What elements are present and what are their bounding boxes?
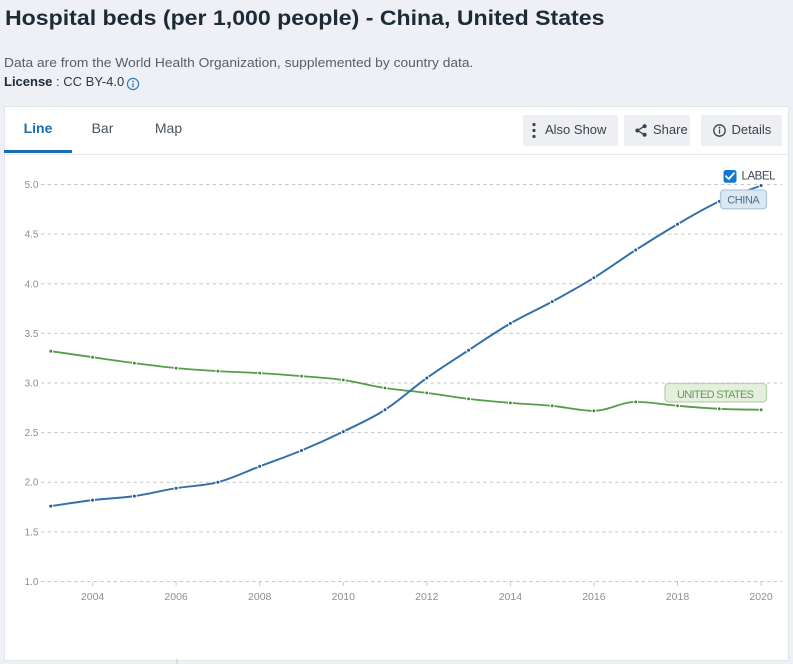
svg-text:3.5: 3.5 — [25, 329, 39, 340]
svg-text:2004: 2004 — [81, 591, 105, 603]
svg-text:LABEL: LABEL — [742, 170, 777, 182]
svg-text:5.0: 5.0 — [25, 180, 39, 191]
svg-text:1.0: 1.0 — [25, 577, 39, 588]
svg-text:2012: 2012 — [415, 591, 439, 603]
svg-text:4.0: 4.0 — [25, 279, 39, 290]
svg-text:2010: 2010 — [332, 591, 356, 603]
svg-text:2014: 2014 — [499, 591, 523, 603]
svg-text:2016: 2016 — [582, 591, 606, 603]
svg-text:2018: 2018 — [666, 591, 690, 603]
svg-text:2008: 2008 — [248, 591, 272, 603]
svg-text:2006: 2006 — [164, 591, 188, 603]
svg-text:2020: 2020 — [749, 591, 773, 603]
svg-text:CHINA: CHINA — [727, 195, 760, 207]
svg-text:1.5: 1.5 — [25, 527, 39, 538]
svg-text:2.5: 2.5 — [25, 428, 39, 439]
svg-text:3.0: 3.0 — [25, 379, 39, 390]
svg-text:UNITED STATES: UNITED STATES — [677, 389, 754, 401]
svg-text:4.5: 4.5 — [25, 230, 39, 241]
svg-text:2.0: 2.0 — [25, 478, 39, 489]
